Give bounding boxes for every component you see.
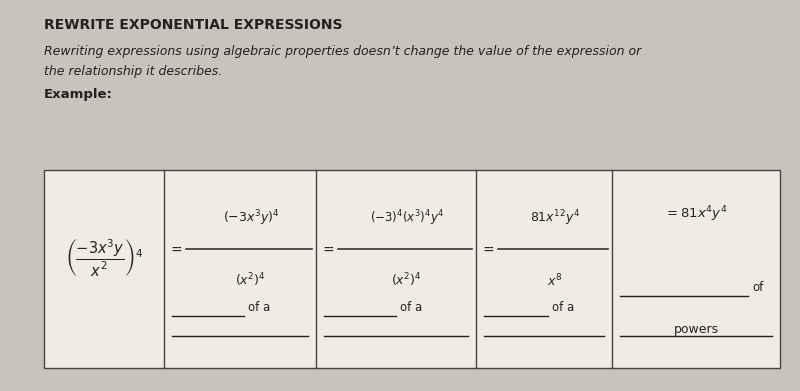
Text: $(-3x^3y)^4$: $(-3x^3y)^4$ [222,208,279,228]
Text: $= 81x^4y^4$: $= 81x^4y^4$ [664,204,728,224]
Text: $(-3)^4(x^3)^4y^4$: $(-3)^4(x^3)^4y^4$ [370,208,444,228]
Text: $x^8$: $x^8$ [547,272,562,289]
Text: $81x^{12}y^4$: $81x^{12}y^4$ [530,208,580,228]
Text: $=$: $=$ [320,242,335,256]
Text: $(x^2)^4$: $(x^2)^4$ [391,272,422,289]
Text: Rewriting expressions using algebraic properties doesn’t change the value of the: Rewriting expressions using algebraic pr… [44,45,642,58]
Text: $=$: $=$ [168,242,183,256]
Text: Example:: Example: [44,88,113,101]
Text: of a: of a [248,301,270,314]
Text: $=$: $=$ [480,242,495,256]
Text: REWRITE EXPONENTIAL EXPRESSIONS: REWRITE EXPONENTIAL EXPRESSIONS [44,18,342,32]
Text: $(x^2)^4$: $(x^2)^4$ [235,272,266,289]
Text: of a: of a [552,301,574,314]
Text: $\left(\dfrac{-3x^3y}{x^2}\right)^4$: $\left(\dfrac{-3x^3y}{x^2}\right)^4$ [65,237,143,278]
FancyBboxPatch shape [44,170,780,368]
Text: the relationship it describes.: the relationship it describes. [44,65,222,77]
Text: of a: of a [400,301,422,314]
Text: powers: powers [674,323,718,336]
Text: of: of [752,281,763,294]
